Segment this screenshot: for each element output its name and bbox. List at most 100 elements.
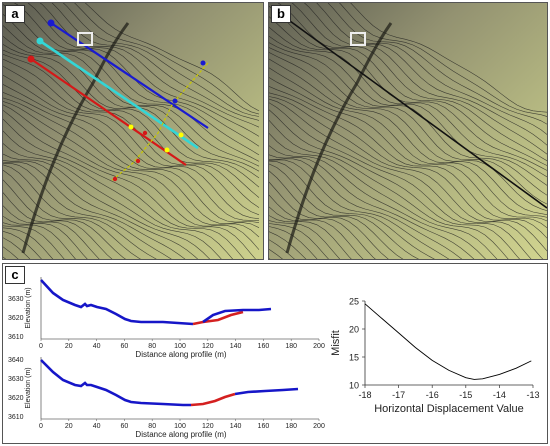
ytick-label: 3620 — [8, 395, 24, 402]
hillshade-map-a — [3, 3, 263, 259]
xtick-label: 140 — [230, 423, 242, 430]
contour-line — [51, 3, 260, 121]
misfit-xtick-label: -18 — [358, 390, 371, 400]
xtick-label: 180 — [285, 423, 297, 430]
contour-line — [3, 84, 260, 221]
ytick-label: 3620 — [8, 315, 24, 322]
misfit-ytick-label: 20 — [349, 325, 359, 335]
contour-line — [3, 65, 260, 216]
contour-line — [3, 153, 211, 259]
contour-line — [269, 52, 547, 211]
marker-point — [164, 147, 170, 153]
contour-line — [291, 3, 547, 155]
contour-line — [269, 47, 547, 205]
contour-line — [269, 133, 498, 259]
contour-line — [269, 194, 376, 259]
map-panel-b: b — [268, 2, 548, 260]
contour-lines — [3, 3, 260, 259]
contour-line — [269, 92, 547, 239]
misfit-ytick-label: 25 — [349, 297, 359, 307]
profile-1-upstream — [202, 307, 272, 324]
misfit-chart: -18 -17 -16 -15 -14 -13 25 20 15 10 Misfit Horizo… — [330, 297, 540, 416]
contour-line — [316, 3, 547, 135]
contour-line — [3, 130, 234, 259]
hillshade-map-b — [269, 3, 547, 259]
contour-line — [350, 3, 547, 113]
xtick-label: 0 — [39, 343, 43, 350]
xtick-label: 200 — [313, 343, 325, 350]
xtick-label: 120 — [202, 423, 214, 430]
contour-line — [339, 3, 547, 117]
xtick-label: 180 — [285, 343, 297, 350]
contour-line — [269, 170, 404, 259]
contour-line — [3, 97, 260, 228]
misfit-ytick-label: 15 — [349, 353, 359, 363]
profile-1-line — [40, 279, 194, 326]
contour-line — [269, 86, 547, 229]
xtick-label: 20 — [65, 343, 73, 350]
ytick-label: 3610 — [8, 334, 24, 341]
contour-line — [27, 3, 260, 137]
contour-line — [3, 227, 54, 259]
contour-line — [3, 49, 260, 188]
ytick-label: 3630 — [8, 376, 24, 383]
fault-trace — [110, 62, 209, 182]
contour-line — [3, 225, 65, 259]
contour-line — [3, 143, 222, 259]
contour-line — [3, 101, 260, 238]
xtick-label: 40 — [93, 343, 101, 350]
offset-line — [278, 12, 547, 209]
ridge-shadow — [21, 22, 130, 254]
profile-start-cyan — [36, 37, 44, 45]
marker-point — [178, 132, 184, 138]
contour-line — [269, 215, 352, 259]
misfit-xtick-label: -16 — [426, 390, 439, 400]
ytick-label: 3640 — [8, 357, 24, 364]
xtick-label: 20 — [65, 423, 73, 430]
profiles-and-misfit-figure: 3640 3630 3620 3610 02040608010012014016… — [8, 277, 540, 439]
building-outline — [350, 32, 366, 46]
misfit-y-label: Misfit — [330, 330, 342, 356]
contour-line — [269, 6, 547, 166]
panel-c: 3640 3630 3620 3610 02040608010012014016… — [2, 263, 548, 444]
contour-line — [269, 58, 547, 215]
xtick-label: 100 — [174, 423, 186, 430]
contour-line — [269, 145, 486, 259]
misfit-xtick-label: -17 — [392, 390, 405, 400]
y-axis-label: Elevation (m) — [25, 287, 32, 328]
contour-line — [269, 120, 509, 259]
contour-line — [3, 110, 256, 259]
y-axis-label: Elevation (m) — [25, 367, 32, 408]
misfit-x-label: Horizontal Displacement Value — [374, 403, 524, 415]
xtick-label: 160 — [258, 343, 270, 350]
contour-line — [269, 98, 544, 259]
contour-line — [269, 181, 389, 259]
marker-point — [172, 98, 178, 104]
contour-line — [3, 160, 199, 259]
profile-plot-2: 3640 3630 3620 3610 0 20 40 60 80 100 120 140 16… — [8, 357, 325, 439]
xtick-label: 140 — [230, 343, 242, 350]
ytick-label: 3610 — [8, 414, 24, 421]
contour-line — [269, 96, 547, 252]
contour-line — [3, 104, 260, 250]
xtick-label: 200 — [313, 423, 325, 430]
contour-line — [3, 13, 260, 162]
xtick-label: 40 — [93, 423, 101, 430]
contour-line — [3, 44, 260, 179]
xtick-label: 60 — [121, 423, 129, 430]
marker-point — [128, 124, 134, 130]
contour-line — [3, 54, 260, 198]
contour-line — [269, 223, 329, 259]
profile-start-blue — [47, 19, 55, 27]
contour-line — [269, 158, 463, 259]
marker-point — [112, 176, 118, 182]
profile-line-red — [30, 58, 187, 166]
contour-line — [3, 215, 88, 259]
contour-line — [269, 220, 341, 259]
profile-2-line — [40, 359, 191, 407]
xtick-label: 60 — [121, 343, 129, 350]
profile-2-upstream — [234, 387, 299, 396]
panel-label-a: a — [5, 5, 25, 23]
contour-line — [3, 222, 76, 259]
profile-plot-1: 3640 3630 3620 3610 02040608010012014016… — [8, 277, 325, 359]
